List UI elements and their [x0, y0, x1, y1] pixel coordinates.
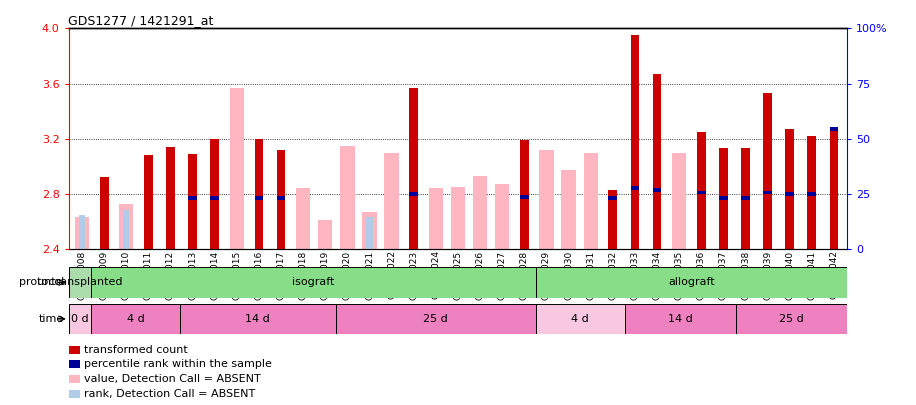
- Bar: [385, 153, 398, 249]
- Bar: [536, 304, 625, 334]
- Bar: [75, 217, 89, 249]
- Text: 0 d: 0 d: [71, 314, 89, 324]
- Bar: [188, 154, 197, 249]
- Bar: [409, 192, 419, 196]
- Bar: [91, 304, 180, 334]
- Text: 4 d: 4 d: [126, 314, 145, 324]
- Bar: [495, 184, 509, 249]
- Bar: [255, 196, 263, 200]
- Bar: [473, 176, 487, 249]
- Text: 4 d: 4 d: [572, 314, 589, 324]
- Bar: [785, 192, 794, 196]
- Bar: [211, 139, 219, 249]
- Text: untransplanted: untransplanted: [37, 277, 123, 288]
- Bar: [69, 304, 91, 334]
- Bar: [562, 171, 576, 249]
- Bar: [363, 212, 376, 249]
- Text: rank, Detection Call = ABSENT: rank, Detection Call = ABSENT: [84, 389, 256, 399]
- Bar: [630, 186, 639, 190]
- Bar: [583, 153, 598, 249]
- Bar: [409, 87, 419, 249]
- Bar: [230, 87, 244, 249]
- Bar: [652, 74, 661, 249]
- Bar: [166, 147, 175, 249]
- Bar: [736, 304, 847, 334]
- Bar: [79, 215, 85, 249]
- Bar: [808, 136, 816, 249]
- Bar: [608, 196, 617, 200]
- Bar: [211, 196, 219, 200]
- Bar: [277, 150, 286, 249]
- Text: isograft: isograft: [292, 277, 334, 288]
- Bar: [830, 127, 838, 131]
- Bar: [188, 196, 197, 200]
- Bar: [180, 304, 335, 334]
- Bar: [608, 190, 617, 249]
- Bar: [536, 267, 847, 298]
- Bar: [625, 304, 736, 334]
- Bar: [652, 188, 661, 192]
- Bar: [123, 211, 129, 249]
- Bar: [340, 146, 354, 249]
- Text: transformed count: transformed count: [84, 345, 188, 354]
- Bar: [429, 188, 443, 249]
- Bar: [672, 153, 686, 249]
- Bar: [296, 188, 311, 249]
- Text: 14 d: 14 d: [245, 314, 270, 324]
- Bar: [91, 267, 536, 298]
- Bar: [119, 204, 134, 249]
- Text: 25 d: 25 d: [780, 314, 804, 324]
- Text: time: time: [38, 314, 64, 324]
- Bar: [697, 132, 705, 249]
- Text: GDS1277 / 1421291_at: GDS1277 / 1421291_at: [68, 14, 213, 27]
- Bar: [69, 267, 91, 298]
- Bar: [366, 217, 373, 249]
- Bar: [144, 155, 153, 249]
- Bar: [741, 196, 750, 200]
- Bar: [719, 148, 728, 249]
- Text: 25 d: 25 d: [423, 314, 448, 324]
- Bar: [101, 205, 107, 249]
- Bar: [335, 304, 536, 334]
- Text: percentile rank within the sample: percentile rank within the sample: [84, 359, 272, 369]
- Bar: [741, 148, 750, 249]
- Text: allograft: allograft: [669, 277, 714, 288]
- Bar: [830, 129, 838, 249]
- Bar: [277, 196, 286, 200]
- Text: protocol: protocol: [19, 277, 64, 288]
- Bar: [100, 177, 108, 249]
- Text: value, Detection Call = ABSENT: value, Detection Call = ABSENT: [84, 374, 261, 384]
- Bar: [697, 191, 705, 194]
- Bar: [763, 93, 772, 249]
- Bar: [763, 191, 772, 194]
- Bar: [451, 187, 465, 249]
- Bar: [255, 139, 263, 249]
- Bar: [520, 140, 529, 249]
- Bar: [318, 220, 333, 249]
- Bar: [630, 35, 639, 249]
- Bar: [520, 195, 529, 198]
- Text: 14 d: 14 d: [668, 314, 692, 324]
- Bar: [540, 150, 553, 249]
- Bar: [785, 129, 794, 249]
- Bar: [808, 192, 816, 196]
- Bar: [719, 196, 728, 200]
